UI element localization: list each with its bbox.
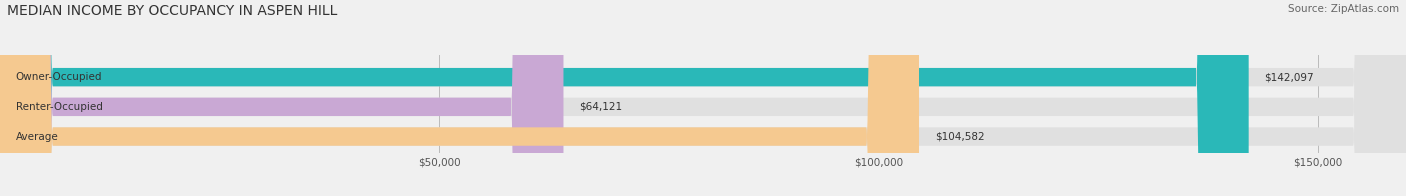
Text: MEDIAN INCOME BY OCCUPANCY IN ASPEN HILL: MEDIAN INCOME BY OCCUPANCY IN ASPEN HILL [7,4,337,18]
Text: Average: Average [15,132,59,142]
FancyBboxPatch shape [0,0,564,196]
Text: $142,097: $142,097 [1264,72,1315,82]
Text: $64,121: $64,121 [579,102,623,112]
Text: $104,582: $104,582 [935,132,984,142]
FancyBboxPatch shape [0,0,920,196]
Text: Renter-Occupied: Renter-Occupied [15,102,103,112]
Text: Source: ZipAtlas.com: Source: ZipAtlas.com [1288,4,1399,14]
Text: Owner-Occupied: Owner-Occupied [15,72,103,82]
FancyBboxPatch shape [0,0,1249,196]
